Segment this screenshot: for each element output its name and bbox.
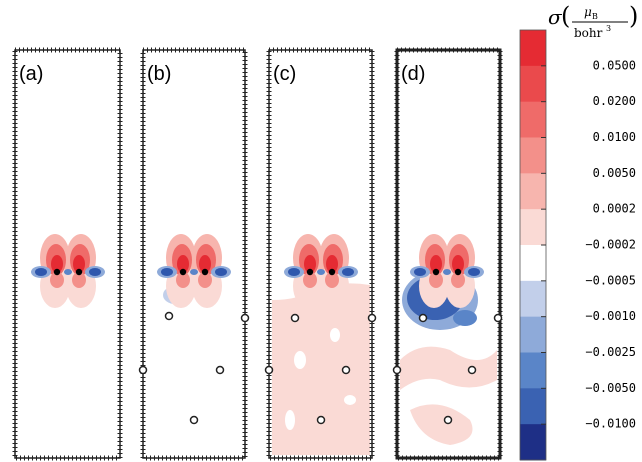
colorbar-label: 0.0500 [593,58,636,72]
title-symbol: σ [548,5,563,29]
title-paren: ) [629,2,638,30]
site [392,365,402,375]
colorbar: 0.0500 0.0200 0.0100 0.0050 0.0002 −0.0002 −0.… [519,29,636,461]
site [493,313,503,323]
site [418,313,428,323]
colorbar-band [520,424,546,461]
title-paren: ( [561,2,570,30]
site [341,365,351,375]
contour [400,346,497,390]
panel-d: (d) [392,47,503,461]
site [164,311,174,321]
panel-label: (d) [401,63,425,85]
contour [410,404,473,445]
site [264,365,274,375]
site [367,313,377,323]
panel-label: (a) [19,63,43,85]
colorbar-label: −0.0050 [585,381,636,395]
panel-label: (b) [147,63,171,85]
colorbar-label: 0.0100 [593,130,636,144]
contour [285,410,295,430]
colorbar-label: −0.0002 [585,238,636,252]
colorbar-band [520,388,546,425]
colorbar-band [520,352,546,389]
title-numerator-sub: B [592,12,598,21]
title-denominator-sup: 3 [606,24,611,33]
colorbar-label: 0.0200 [593,94,636,108]
colorbar-band [520,245,546,282]
colorbar-band [520,137,546,174]
colorbar-title: σ ( μ B bohr 3 ) [548,2,638,40]
contour [330,328,340,342]
contour [294,351,306,369]
colorbar-label: −0.0025 [585,345,636,359]
colorbar-band [520,280,546,318]
contour [453,310,477,326]
contour [344,395,356,405]
colorbar-band [520,316,546,353]
colorbar-label: −0.0010 [585,309,636,323]
panel-b: (b) [138,47,250,461]
panel-label: (c) [273,63,296,85]
site [138,365,148,375]
colorbar-band [520,65,546,103]
contour [272,283,370,455]
colorbar-label: 0.0050 [593,166,636,180]
site [215,365,225,375]
panel-ticks [12,47,123,461]
site [316,415,326,425]
panel-c: (c) [264,47,377,461]
site [189,415,199,425]
title-denominator: bohr [574,26,603,40]
colorbar-band [520,101,546,138]
colorbar-band [520,209,546,246]
title-numerator: μ [584,5,592,19]
site [240,313,250,323]
panel-ticks [140,47,248,461]
colorbar-band [520,30,546,67]
colorbar-band [520,173,546,210]
colorbar-label: −0.0005 [585,273,636,287]
site [443,415,453,425]
colorbar-label: −0.0100 [585,417,636,431]
colorbar-label: 0.0002 [593,202,636,216]
panel-a: (a) [12,47,123,461]
site [290,313,300,323]
site [467,365,477,375]
